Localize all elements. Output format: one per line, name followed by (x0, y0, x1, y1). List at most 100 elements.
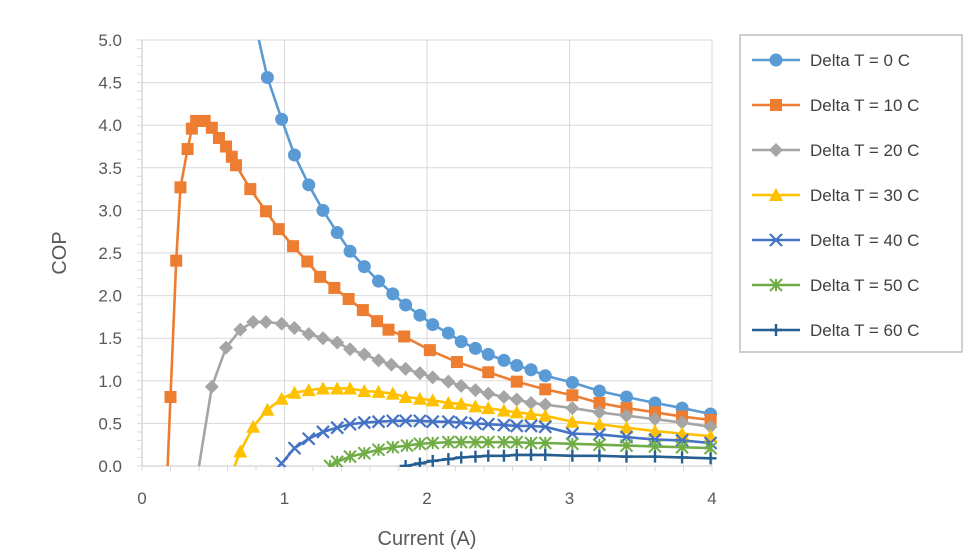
series-5 (323, 435, 718, 467)
data-point (510, 358, 524, 372)
data-point (525, 448, 538, 461)
data-point (524, 407, 539, 421)
data-point (538, 369, 552, 383)
data-point (357, 260, 371, 274)
data-point (703, 441, 718, 455)
data-point (648, 412, 662, 427)
legend-item: Delta T = 50 C (752, 276, 919, 295)
data-point (272, 223, 285, 236)
data-point (164, 390, 177, 403)
data-point (468, 399, 483, 413)
x-tick-label: 2 (422, 489, 431, 508)
data-point (398, 330, 411, 343)
data-point (469, 450, 482, 463)
data-point (287, 240, 300, 253)
data-point (620, 450, 633, 463)
series-3 (233, 381, 718, 467)
data-point (482, 449, 495, 462)
data-point (497, 418, 511, 432)
data-point (371, 353, 386, 368)
data-point (398, 414, 413, 428)
data-point (426, 318, 440, 332)
y-tick-label: 1.5 (98, 329, 122, 348)
data-point (258, 315, 273, 330)
data-point (219, 340, 234, 355)
data-point (170, 254, 183, 267)
data-point (539, 448, 552, 461)
series-group (164, 39, 718, 467)
data-point (620, 402, 633, 415)
data-point (425, 393, 440, 407)
data-point (398, 361, 413, 376)
legend-item: Delta T = 40 C (752, 231, 919, 250)
legend-label: Delta T = 40 C (810, 231, 919, 250)
data-point (454, 396, 469, 410)
data-point (413, 437, 427, 451)
data-point (399, 298, 413, 312)
data-point (441, 374, 456, 389)
data-point (441, 414, 456, 429)
data-point (538, 420, 553, 434)
data-point (649, 450, 661, 463)
data-point (703, 419, 718, 434)
data-point (330, 455, 344, 467)
data-point (328, 281, 341, 294)
legend-item: Delta T = 0 C (752, 51, 910, 70)
data-point (413, 457, 426, 467)
series-0 (257, 39, 718, 421)
data-point (259, 205, 272, 218)
data-point (181, 143, 194, 156)
data-point (316, 425, 330, 439)
data-point (413, 414, 427, 428)
legend-label: Delta T = 50 C (810, 276, 919, 295)
data-point (371, 315, 384, 328)
data-point (539, 383, 552, 396)
data-point (382, 323, 395, 336)
data-point (174, 181, 187, 194)
data-point (330, 420, 345, 435)
data-point (676, 451, 689, 464)
data-point (497, 435, 511, 449)
data-point (316, 203, 330, 217)
data-point (481, 417, 496, 432)
data-point (648, 396, 662, 410)
data-point (244, 183, 257, 196)
legend-item: Delta T = 60 C (752, 321, 919, 340)
data-point (275, 112, 289, 126)
data-point (315, 381, 330, 395)
data-point (260, 70, 274, 84)
x-axis-title: Current (A) (378, 528, 477, 550)
data-point (302, 178, 316, 192)
legend-label: Delta T = 60 C (810, 321, 919, 340)
data-point (455, 451, 468, 464)
data-point (565, 414, 580, 428)
data-point (441, 326, 455, 340)
data-point (524, 395, 539, 410)
data-point (565, 376, 579, 390)
data-point (704, 452, 717, 465)
data-point (330, 226, 344, 240)
data-point (454, 435, 468, 449)
data-point (450, 356, 463, 369)
legend-item: Delta T = 30 C (752, 186, 919, 205)
y-tick-label: 2.0 (98, 287, 122, 306)
axes (137, 39, 713, 471)
data-point (330, 381, 345, 395)
data-point (496, 403, 511, 417)
data-point (357, 415, 372, 430)
data-point (441, 435, 456, 449)
data-point (233, 444, 248, 458)
data-point (371, 443, 386, 457)
data-point (274, 316, 289, 331)
data-point (538, 408, 553, 422)
data-point (425, 436, 440, 450)
data-point (619, 408, 634, 423)
y-tick-label: 3.5 (98, 159, 122, 178)
data-point (425, 414, 440, 429)
data-point (301, 431, 316, 446)
data-point (301, 255, 314, 268)
data-point (648, 439, 662, 454)
data-point (230, 159, 243, 172)
data-point (260, 402, 275, 416)
legend-item: Delta T = 20 C (752, 141, 919, 160)
